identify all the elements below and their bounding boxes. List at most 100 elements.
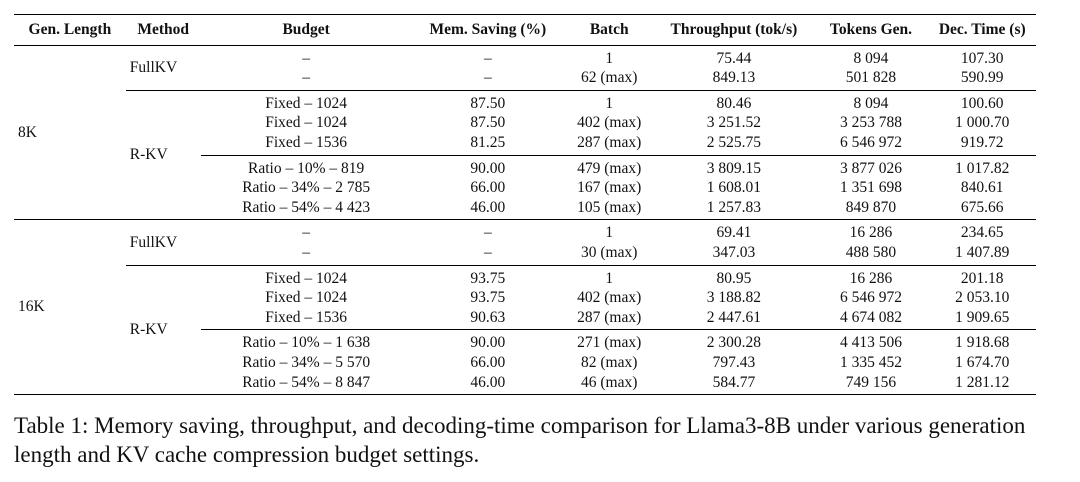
header-gen-length: Gen. Length — [14, 14, 126, 46]
tokens-gen-cell: 501 828 — [845, 69, 897, 87]
batch-cell: 167 (max) — [577, 179, 642, 197]
throughput-cell: 2 300.28 — [654, 329, 814, 353]
method-cell: R-KV — [125, 89, 201, 220]
tokens-gen-cell: 6 546 972 — [839, 133, 902, 151]
table-row: Ratio – 54% – 4 423 46.00 105 (max) 1 257.8… — [14, 198, 1036, 220]
method-cell: FullKV — [125, 219, 201, 266]
throughput-cell: 3 251.52 — [706, 114, 762, 132]
header-method: Method — [125, 14, 201, 46]
dec-time-cell: 2 053.10 — [955, 289, 1010, 307]
throughput-cell: 797.43 — [712, 353, 756, 371]
batch-cell: 1 — [564, 219, 655, 243]
table-row: 16K FullKV – –1 69.41 16 286 234.65 — [14, 219, 1036, 396]
dec-time-cell: 675.66 — [960, 198, 1004, 216]
budget-cell: Fixed – 1024 — [200, 89, 412, 114]
budget-cell: – — [200, 44, 412, 69]
mem-saving-cell: – — [483, 69, 492, 87]
batch-cell: 402 (max) — [577, 289, 642, 307]
throughput-cell: 69.41 — [654, 219, 814, 243]
dec-time-cell: 100.60 — [928, 89, 1036, 114]
table-row: Fixed – 1536 81.25 287 (max) 2 525.75 6 546 … — [14, 133, 1036, 155]
budget-cell: Fixed – 1536 — [265, 308, 348, 326]
tokens-gen-cell: 3 253 788 — [839, 114, 902, 132]
tokens-gen-cell: 488 580 — [845, 243, 897, 261]
table-row: Ratio – 54% – 8 847 46.00 46 (max) 584.77 74… — [14, 372, 1036, 396]
batch-cell: 287 (max) — [577, 133, 642, 151]
mem-saving-cell: 90.63 — [470, 308, 506, 326]
dec-time-cell: 201.18 — [928, 264, 1036, 289]
table-row: Fixed – 1024 87.50 402 (max) 3 251.52 3 253 … — [14, 113, 1036, 133]
header-mem-saving: Mem. Saving (%) — [411, 14, 565, 46]
mem-saving-cell: 66.00 — [470, 353, 506, 371]
mem-saving-cell: 90.00 — [411, 329, 565, 353]
table-row: R-KV Fixed – 1024 87.50 1 80.46 8 094 100.60 — [14, 89, 1036, 220]
dec-time-cell: 1 909.65 — [955, 308, 1010, 326]
batch-cell: 271 (max) — [564, 329, 655, 353]
tokens-gen-cell: 4 413 506 — [813, 329, 929, 353]
header-dec-time: Dec. Time (s) — [928, 14, 1036, 46]
gen-length-cell: 8K — [14, 44, 126, 220]
mem-saving-cell: 90.00 — [411, 154, 565, 179]
budget-cell: – — [200, 219, 412, 243]
budget-cell: Ratio – 54% – 8 847 — [200, 372, 412, 396]
header-throughput: Throughput (tok/s) — [654, 14, 814, 46]
method-cell: FullKV — [125, 44, 201, 91]
throughput-cell: 2 525.75 — [706, 133, 762, 151]
batch-cell: 46 (max) — [564, 372, 655, 396]
batch-cell: 402 (max) — [577, 114, 642, 132]
mem-saving-cell: 46.00 — [470, 198, 506, 216]
tokens-gen-cell: 1 351 698 — [839, 179, 902, 197]
throughput-cell: 584.77 — [654, 372, 814, 396]
throughput-cell: 80.46 — [654, 89, 814, 114]
tokens-gen-cell: 3 877 026 — [813, 154, 929, 179]
budget-cell: Ratio – 10% – 819 — [200, 154, 412, 179]
mem-saving-cell: 93.75 — [411, 264, 565, 289]
method-cell: R-KV — [125, 264, 201, 396]
mem-saving-cell: 87.50 — [411, 89, 565, 114]
table-row: – – 62 (max) 849.13 501 828 590.99 — [14, 68, 1036, 90]
tokens-gen-cell: 6 546 972 — [839, 289, 902, 307]
tokens-gen-cell: 8 094 — [813, 44, 929, 69]
header-row: Gen. Length Method Budget Mem. Saving (%… — [14, 14, 1036, 46]
budget-cell: Fixed – 1536 — [265, 133, 348, 151]
throughput-cell: 1 608.01 — [706, 179, 762, 197]
batch-cell: 287 (max) — [577, 308, 642, 326]
dec-time-cell: 1 674.70 — [955, 353, 1010, 371]
tokens-gen-cell: 16 286 — [813, 264, 929, 289]
tokens-gen-cell: 849 870 — [845, 198, 897, 216]
batch-cell: 82 (max) — [581, 353, 638, 371]
batch-cell: 1 — [564, 264, 655, 289]
throughput-cell: 3 809.15 — [654, 154, 814, 179]
batch-cell: 105 (max) — [577, 198, 642, 216]
dec-time-cell: 234.65 — [928, 219, 1036, 243]
header-tokens-gen: Tokens Gen. — [813, 14, 929, 46]
batch-cell: 1 — [564, 89, 655, 114]
budget-cell: Ratio – 34% – 5 570 — [242, 353, 371, 371]
dec-time-cell: 1 407.89 — [955, 243, 1010, 261]
throughput-cell: 2 447.61 — [706, 308, 762, 326]
header-batch: Batch — [564, 14, 655, 46]
mem-saving-cell: – — [411, 44, 565, 69]
batch-cell: 62 (max) — [581, 69, 638, 87]
table-row: Ratio – 34% – 5 570 66.00 82 (max) 797.43 1 … — [14, 353, 1036, 373]
tokens-gen-cell: 8 094 — [813, 89, 929, 114]
mem-saving-cell: 93.75 — [470, 289, 506, 307]
table-header: Gen. Length Method Budget Mem. Saving (%… — [14, 14, 1036, 46]
table-row: Ratio – 10% – 1 638 90.00 271 (max) 2 300.2… — [14, 329, 1036, 353]
budget-cell: Ratio – 34% – 2 785 — [242, 179, 371, 197]
results-table: Gen. Length Method Budget Mem. Saving (%… — [14, 14, 1036, 396]
throughput-cell: 849.13 — [712, 69, 756, 87]
table-row: Ratio – 34% – 2 785 66.00 167 (max) 1 608.0… — [14, 178, 1036, 198]
gen-length-cell: 16K — [14, 219, 126, 396]
tokens-gen-cell: 16 286 — [813, 219, 929, 243]
mem-saving-cell: 87.50 — [470, 114, 506, 132]
mem-saving-cell: 46.00 — [411, 372, 565, 396]
table-caption: Table 1: Memory saving, throughput, and … — [14, 413, 1026, 467]
dec-time-cell: 840.61 — [960, 179, 1004, 197]
header-budget: Budget — [200, 14, 412, 46]
throughput-cell: 347.03 — [712, 243, 756, 261]
mem-saving-cell: – — [483, 243, 492, 261]
table-body: 8K FullKV – –1 75.44 8 094 107.30– –62 (max) 849… — [14, 44, 1036, 396]
batch-cell: 30 (max) — [581, 243, 638, 261]
